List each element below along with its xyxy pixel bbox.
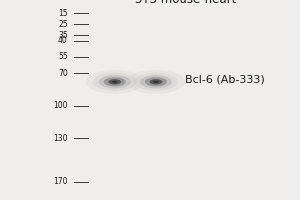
Text: 40: 40 [58, 36, 68, 45]
Ellipse shape [93, 73, 136, 91]
Text: 55: 55 [58, 52, 68, 61]
Text: 100: 100 [53, 101, 68, 110]
Text: 170: 170 [53, 177, 68, 186]
Text: 15: 15 [58, 9, 68, 18]
Text: Bcl-6 (Ab-333): Bcl-6 (Ab-333) [185, 75, 265, 85]
Text: 130: 130 [53, 134, 68, 143]
Ellipse shape [112, 81, 118, 83]
Text: 25: 25 [58, 20, 68, 29]
Ellipse shape [145, 77, 167, 86]
Ellipse shape [149, 79, 162, 84]
Text: 70: 70 [58, 69, 68, 78]
Ellipse shape [153, 81, 159, 83]
Ellipse shape [104, 77, 126, 86]
Ellipse shape [134, 73, 178, 91]
Ellipse shape [108, 79, 121, 84]
Ellipse shape [99, 75, 131, 88]
Ellipse shape [140, 75, 172, 88]
Text: 3T3 mouse-heart: 3T3 mouse-heart [135, 0, 236, 6]
Ellipse shape [127, 70, 185, 94]
Ellipse shape [85, 70, 144, 94]
Text: 35: 35 [58, 31, 68, 40]
